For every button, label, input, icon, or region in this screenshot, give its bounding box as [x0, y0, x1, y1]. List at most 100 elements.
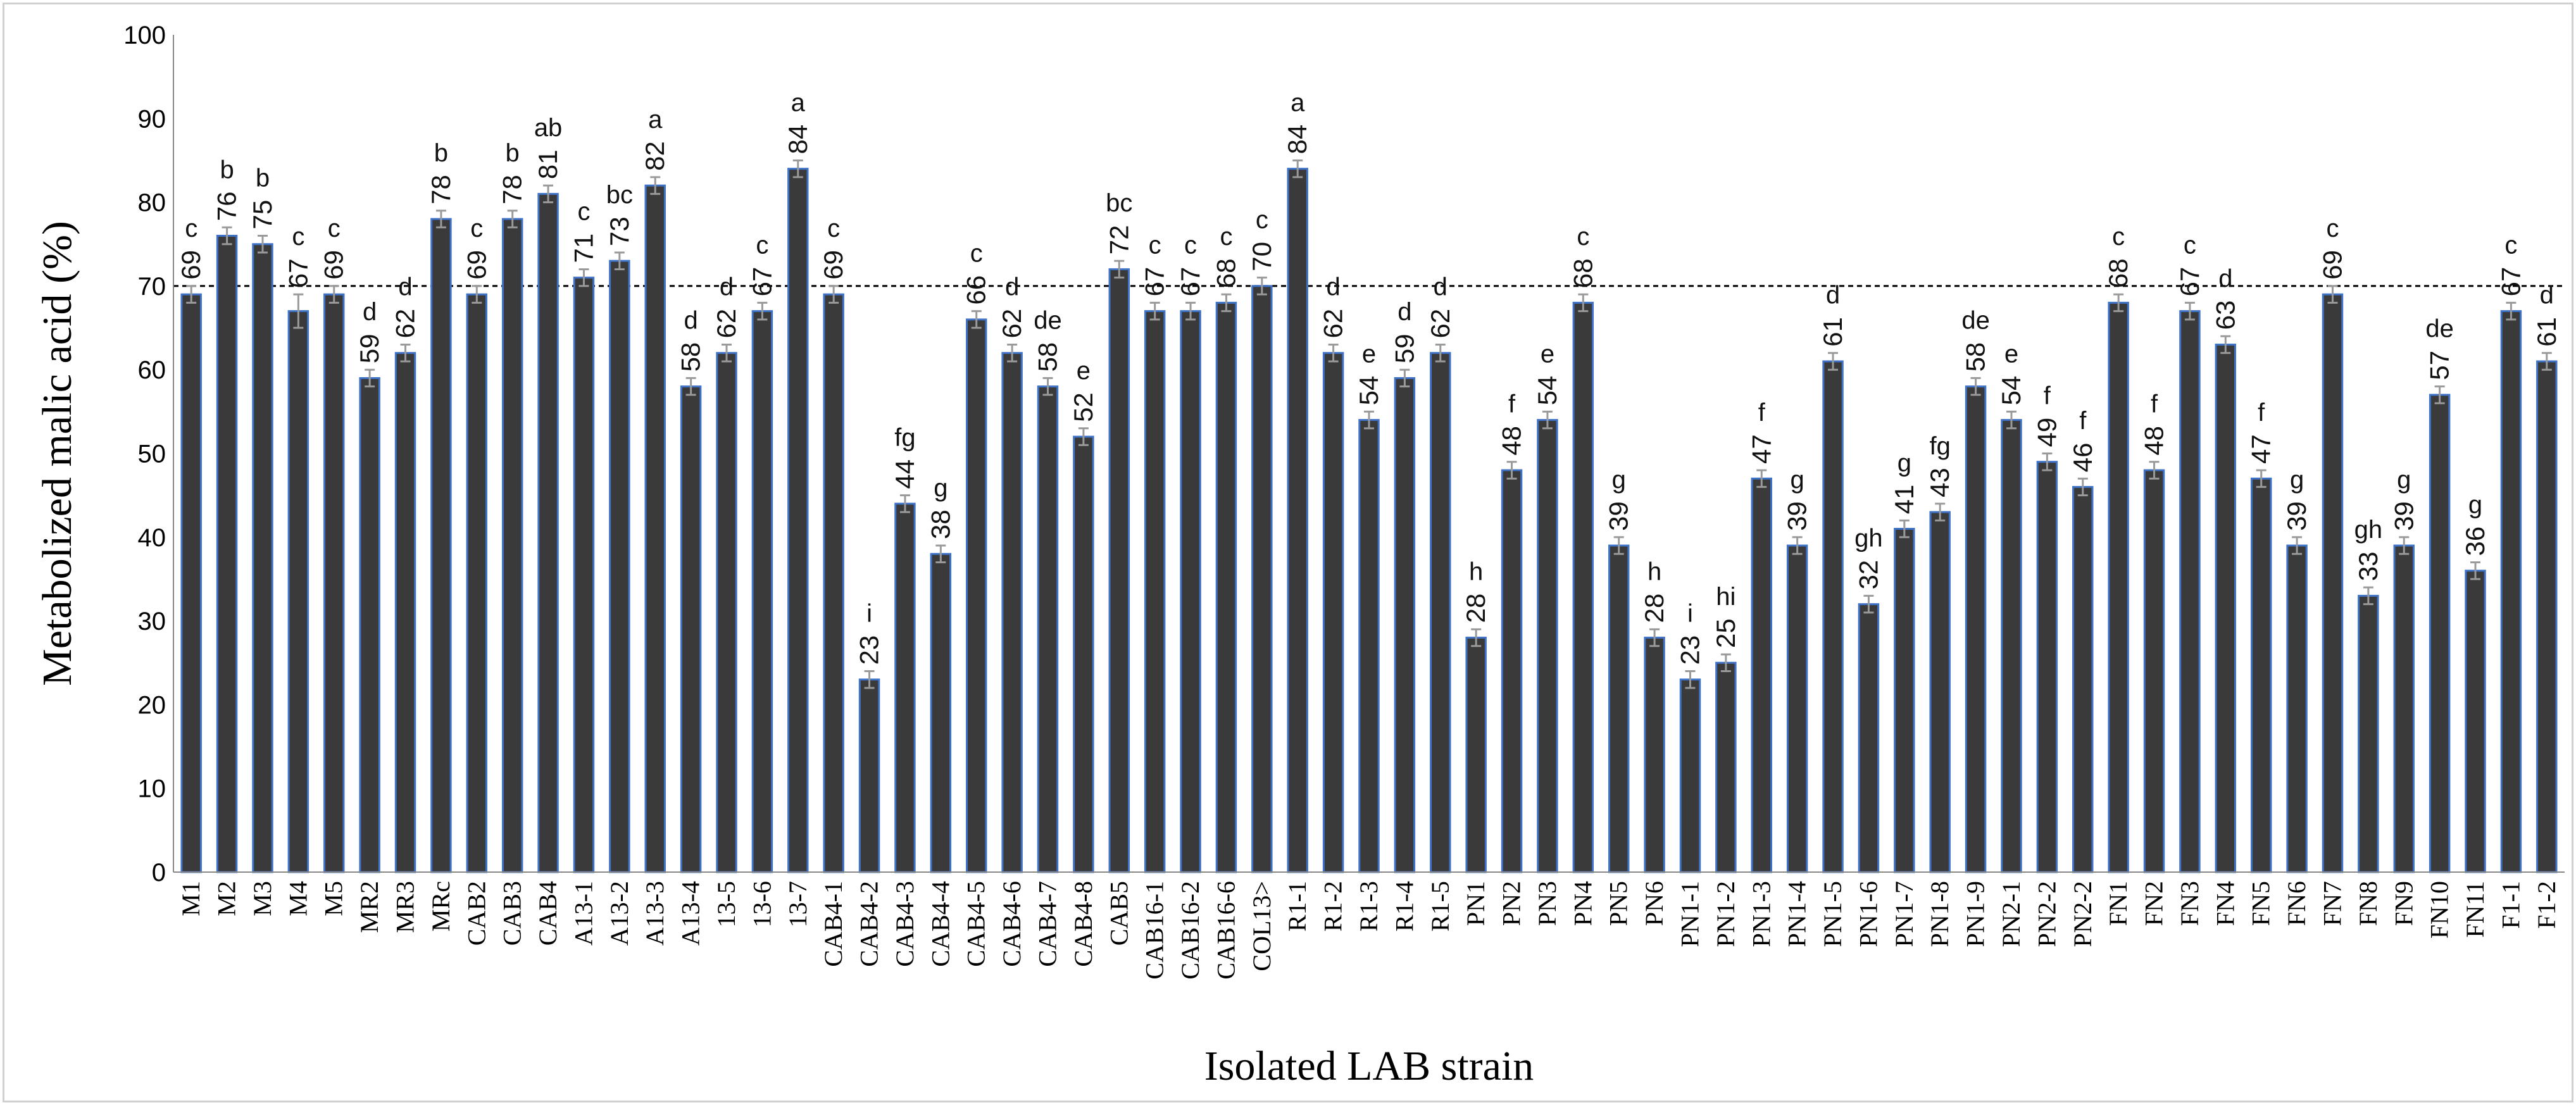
- bar: [2108, 301, 2129, 873]
- x-tick-label: PN1: [1461, 881, 1490, 926]
- x-tick-label: FN8: [2354, 881, 2382, 926]
- error-bar: [1685, 670, 1696, 689]
- significance-letter: f: [1758, 399, 1766, 427]
- value-label: 41: [1889, 485, 1919, 515]
- x-tick-label: CAB16-6: [1211, 881, 1240, 980]
- bar: [2500, 310, 2522, 873]
- x-tick-label: M2: [213, 881, 241, 916]
- value-label: 68: [1568, 258, 1597, 288]
- error-bar: [1292, 159, 1303, 178]
- bar: [644, 184, 666, 873]
- x-tick-label: R1-4: [1390, 881, 1418, 932]
- x-tick-label: CAB16-2: [1176, 881, 1204, 980]
- value-label: 78: [426, 175, 456, 204]
- x-tick-label: PN1-8: [1925, 881, 1954, 947]
- value-label: 71: [568, 234, 598, 263]
- value-label: 62: [711, 309, 741, 339]
- value-label: 23: [854, 635, 884, 665]
- value-label: 49: [2032, 418, 2061, 447]
- x-tick-label: PN6: [1640, 881, 1668, 926]
- value-label: 62: [1425, 309, 1455, 339]
- significance-letter: bc: [1106, 189, 1132, 217]
- value-label: 76: [212, 192, 242, 222]
- bar: [2465, 570, 2486, 873]
- error-bar: [1221, 293, 1232, 313]
- error-bar: [2292, 536, 2303, 555]
- x-tick-label: CAB4-4: [926, 881, 954, 967]
- error-bar: [1506, 461, 1517, 480]
- bar: [1501, 469, 1523, 873]
- bar: [2286, 544, 2308, 873]
- value-label: 47: [2246, 434, 2276, 464]
- error-bar: [650, 176, 661, 195]
- significance-letter: g: [1898, 449, 1911, 477]
- error-bar: [1114, 259, 1125, 279]
- value-label: 57: [2425, 351, 2454, 380]
- y-tick-label: 50: [138, 440, 166, 468]
- error-bar: [1399, 368, 1410, 388]
- error-bar: [2541, 352, 2552, 371]
- y-axis-ticks: 0 10 20 30 40 50 60 70 80 90 100: [123, 22, 166, 887]
- error-bar: [1613, 536, 1624, 555]
- x-axis-labels: M1 M2 M3 M4 M5 MR2 MR3 MRc CAB2 CAB3 CAB4 A13-1 A13-…: [177, 881, 2561, 980]
- value-label: 73: [604, 216, 634, 246]
- bar: [1786, 544, 1808, 873]
- x-tick-label: CAB4-8: [1069, 881, 1097, 967]
- error-bar: [722, 344, 732, 363]
- x-tick-label: A13-4: [677, 881, 705, 946]
- error-bar: [186, 285, 197, 304]
- error-bar: [1256, 277, 1267, 296]
- x-tick-label: FN10: [2425, 881, 2454, 939]
- x-tick-label: CAB4: [534, 881, 562, 946]
- x-tick-label: FN7: [2318, 881, 2346, 926]
- x-tick-label: MRc: [427, 881, 455, 932]
- x-tick-label: CAB16-1: [1141, 881, 1169, 980]
- value-label: 48: [1497, 426, 1527, 456]
- x-tick-label: FN1: [2104, 881, 2132, 926]
- significance-letter: i: [866, 599, 872, 627]
- significance-letter: d: [363, 298, 377, 326]
- x-tick-label: COL13>: [1247, 881, 1276, 971]
- bar: [1001, 352, 1023, 873]
- y-tick-label: 80: [138, 189, 166, 217]
- x-tick-label: PN5: [1604, 881, 1633, 926]
- bar: [1965, 385, 1987, 873]
- x-tick-label: FN5: [2247, 881, 2275, 926]
- error-bar: [792, 159, 803, 178]
- x-tick-label: M3: [248, 881, 277, 916]
- bar: [466, 293, 488, 873]
- significance-letter: gh: [1854, 524, 1883, 552]
- x-tick-label: MR3: [391, 881, 420, 933]
- bar: [2250, 477, 2272, 873]
- value-label: 39: [1782, 501, 1812, 531]
- value-label: 28: [1461, 594, 1491, 623]
- bar: [1215, 301, 1237, 873]
- y-tick-label: 40: [138, 524, 166, 552]
- value-label: 36: [2460, 527, 2490, 556]
- x-tick-label: 13-7: [784, 881, 812, 927]
- significance-letter: i: [1687, 599, 1693, 627]
- error-bar: [400, 344, 411, 363]
- bar: [1608, 544, 1630, 873]
- significance-letter: b: [256, 165, 270, 192]
- x-tick-label: MR2: [355, 881, 384, 933]
- bar: [287, 310, 309, 873]
- bar: [680, 385, 702, 873]
- value-label: 68: [2103, 258, 2133, 288]
- y-axis-title: Metabolized malic acid (%): [34, 221, 80, 686]
- significance-letter: g: [1791, 466, 1804, 494]
- significance-letter: c: [1149, 231, 1161, 259]
- value-label: 54: [1532, 376, 1562, 406]
- error-bar: [2077, 477, 2088, 497]
- error-bar: [1970, 377, 1981, 396]
- error-bar: [507, 209, 518, 228]
- value-label: 72: [1104, 225, 1134, 254]
- error-bar: [222, 226, 232, 246]
- significance-letter: a: [791, 89, 806, 116]
- x-tick-label: PN1-9: [1961, 881, 1990, 947]
- significance-letter: de: [2425, 315, 2454, 343]
- value-label: 69: [818, 250, 848, 280]
- value-label: 69: [176, 250, 206, 280]
- value-label: 47: [1746, 434, 1776, 464]
- x-tick-label: PN1-7: [1890, 881, 1918, 947]
